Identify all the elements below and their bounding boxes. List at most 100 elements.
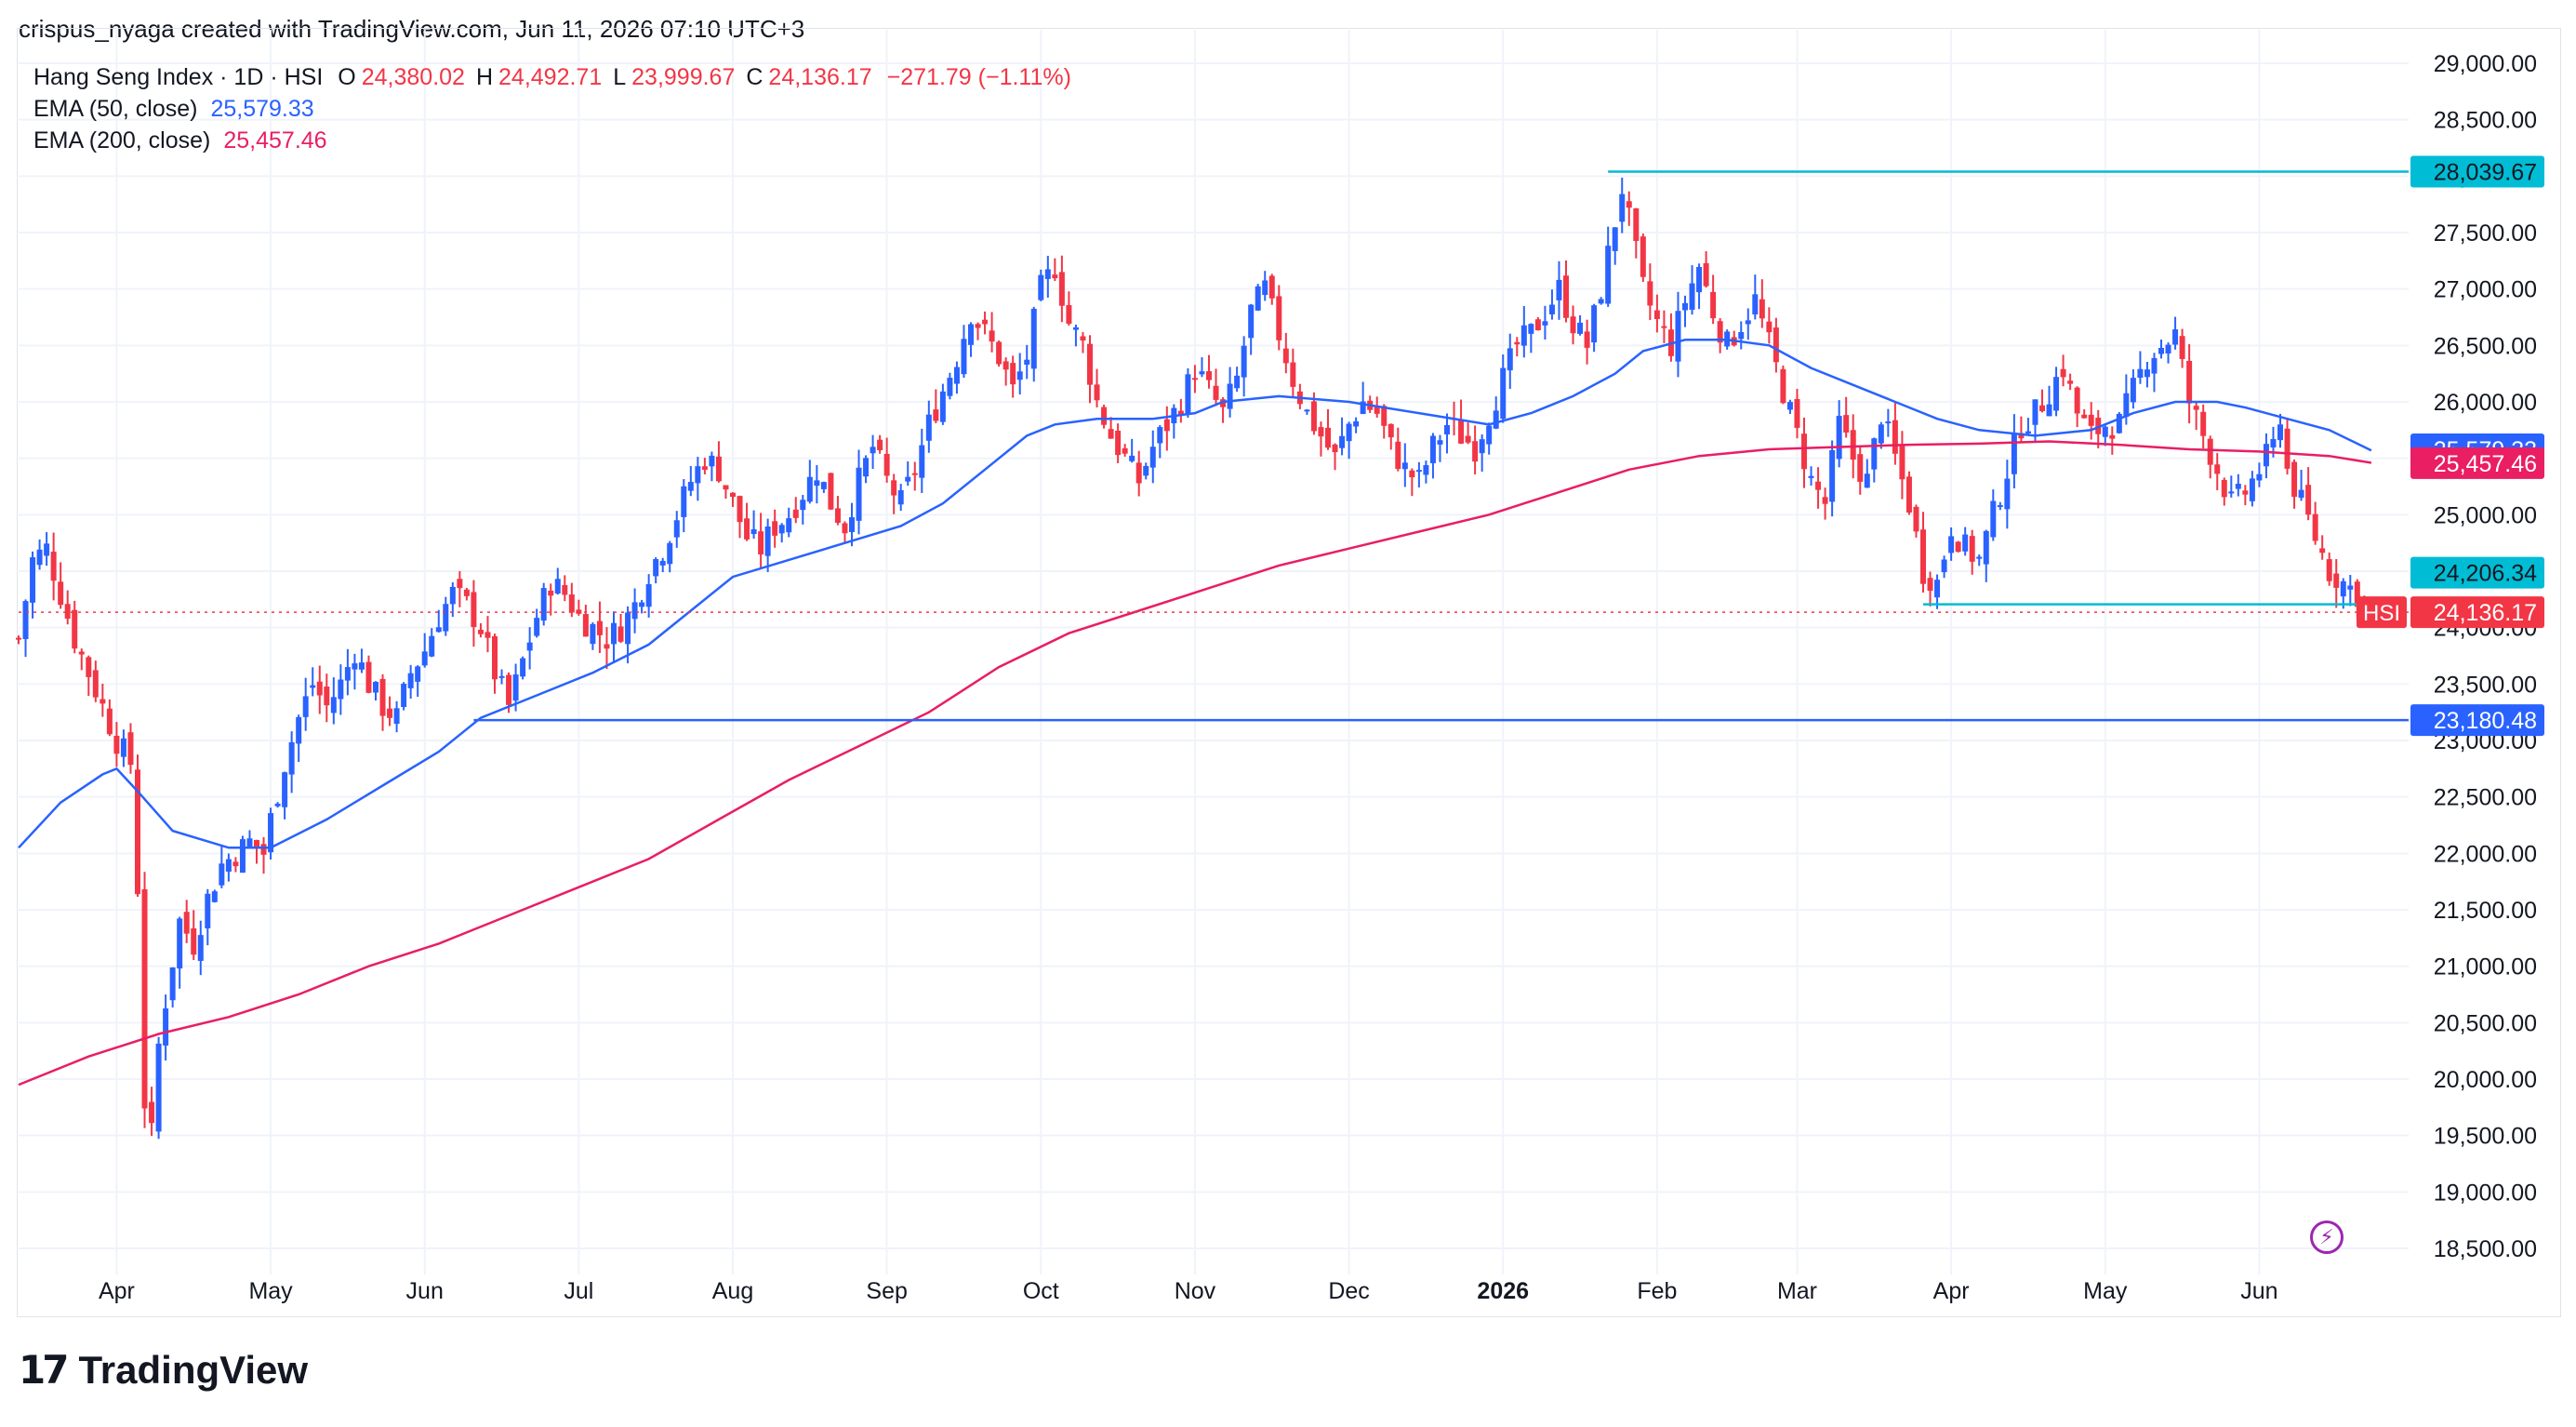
- candle-body: [1696, 266, 1703, 293]
- candle-body: [443, 604, 449, 632]
- attribution-text: crispus_nyaga created with TradingView.c…: [19, 15, 805, 43]
- candle-body: [1843, 415, 1850, 433]
- candle-body: [492, 636, 498, 680]
- candle-body: [2060, 368, 2066, 378]
- candle-body: [1682, 302, 1688, 311]
- candle-body: [274, 803, 281, 807]
- candle-body: [2123, 393, 2130, 418]
- tradingview-logo[interactable]: 17 TradingView: [19, 1347, 308, 1393]
- candle-body: [1605, 246, 1612, 304]
- candle-body: [2109, 434, 2116, 439]
- candle-body: [953, 367, 960, 384]
- chart-frame[interactable]: [17, 28, 2561, 1317]
- candle-body: [457, 579, 463, 589]
- candle-body: [2305, 485, 2312, 515]
- candle-body: [1115, 430, 1122, 456]
- candle-body: [2298, 489, 2304, 499]
- candle-body: [2158, 347, 2164, 354]
- candle-body: [540, 588, 547, 621]
- candle-body: [421, 651, 428, 666]
- candle-body: [961, 339, 967, 375]
- candle-body: [1415, 470, 1422, 473]
- ema50-label[interactable]: EMA (50, close): [33, 96, 198, 122]
- symbol-label[interactable]: Hang Seng Index · 1D · HSI: [33, 64, 324, 90]
- candle-body: [554, 579, 561, 594]
- candle-body: [1423, 465, 1429, 475]
- candle-body: [2242, 490, 2249, 495]
- candle-body: [1325, 427, 1331, 448]
- candle-body: [1220, 399, 1227, 407]
- candle-body: [1815, 481, 1822, 490]
- candle-body: [310, 685, 316, 688]
- x-tick-label: Apr: [1933, 1278, 1970, 1304]
- candle-body: [1584, 331, 1590, 348]
- candle-body: [723, 485, 729, 490]
- candle-body: [1955, 541, 1961, 553]
- candle-body: [1808, 475, 1814, 478]
- candle-body: [1899, 446, 1905, 480]
- legend-ema50-row[interactable]: EMA (50, close) 25,579.33: [33, 93, 1071, 125]
- candle-body: [758, 531, 764, 554]
- candle-body: [2046, 404, 2052, 417]
- candle-body: [891, 480, 897, 496]
- candle-body: [1577, 322, 1584, 334]
- price-label-bg: [2410, 556, 2544, 589]
- candle-body: [1766, 321, 1773, 333]
- candle-body: [197, 935, 204, 961]
- candle-body: [701, 466, 708, 471]
- candle-body: [407, 673, 414, 688]
- candle-body: [1612, 227, 1618, 251]
- candle-body: [1108, 429, 1114, 439]
- candle-body: [191, 927, 197, 955]
- candle-body: [772, 521, 778, 536]
- candle-body: [429, 635, 435, 657]
- price-label-ema200: 25,457.46: [2434, 451, 2537, 477]
- candle-body: [1626, 201, 1632, 208]
- candle-body: [2095, 417, 2102, 434]
- x-tick-label: Aug: [712, 1278, 753, 1304]
- candle-body: [1052, 274, 1058, 279]
- candle-body: [667, 542, 673, 565]
- candle-body: [1191, 378, 1198, 380]
- candle-body: [1653, 310, 1660, 319]
- candle-body: [1857, 454, 1864, 482]
- candle-body: [1486, 425, 1493, 445]
- candle-body: [1962, 534, 1969, 552]
- candle-body: [520, 658, 526, 677]
- candle-body: [92, 670, 99, 698]
- candle-body: [1836, 416, 1842, 460]
- ema200-label[interactable]: EMA (200, close): [33, 127, 211, 153]
- candle-body: [2102, 426, 2108, 437]
- y-tick-label: 19,500.00: [2434, 1124, 2537, 1150]
- candle-body: [2011, 433, 2017, 474]
- candle-body: [127, 732, 134, 766]
- candle-body: [1395, 441, 1401, 470]
- candle-body: [842, 523, 848, 534]
- y-tick-label: 26,500.00: [2434, 333, 2537, 359]
- candle-body: [302, 696, 309, 717]
- y-tick-label: 22,500.00: [2434, 785, 2537, 811]
- candle-body: [786, 518, 792, 533]
- candle-body: [1318, 427, 1324, 437]
- candle-body: [1542, 321, 1548, 326]
- price-label-bg: [2410, 704, 2544, 737]
- y-tick-label: 28,500.00: [2434, 108, 2537, 134]
- legend-ema200-row[interactable]: EMA (200, close) 25,457.46: [33, 125, 1071, 156]
- candle-body: [120, 738, 126, 757]
- candle-body: [1199, 371, 1205, 375]
- candle-body: [163, 1008, 169, 1046]
- x-tick-label: Oct: [1023, 1278, 1059, 1304]
- tv-logo-icon: 17: [19, 1347, 69, 1393]
- flash-icon[interactable]: ⚡: [2310, 1220, 2344, 1254]
- candle-body: [296, 716, 302, 744]
- candle-body: [113, 735, 120, 754]
- candle-body: [1290, 362, 1296, 387]
- candle-body: [1010, 363, 1016, 385]
- candle-body: [177, 918, 183, 969]
- candle-body: [1493, 410, 1499, 429]
- candle-body: [1401, 462, 1408, 470]
- candle-body: [925, 414, 932, 441]
- candle-body: [1177, 410, 1184, 416]
